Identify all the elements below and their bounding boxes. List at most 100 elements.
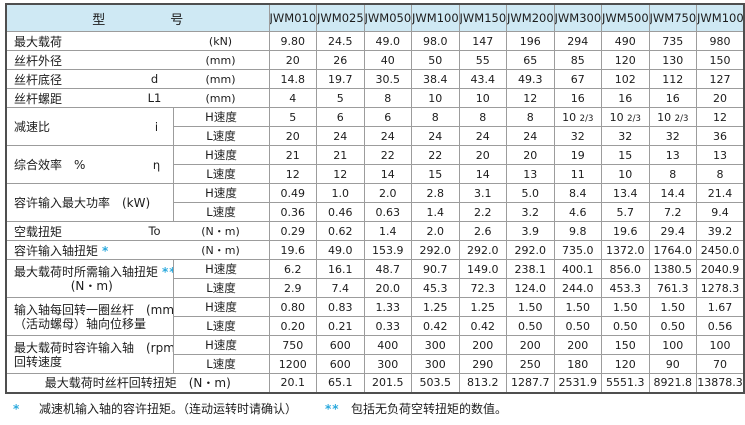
value-cell: 55 — [458, 50, 508, 70]
value-cell: 147 — [458, 31, 508, 51]
value-cell: 19 — [553, 145, 603, 165]
value-cell: 300 — [411, 335, 460, 355]
value-cell: 150 — [601, 335, 650, 355]
value-cell: 22 — [411, 145, 460, 165]
footnote-text: 减速机输入轴的容许扭矩。（连动运转时请确认） — [39, 401, 298, 416]
value-cell: 153.9 — [363, 240, 413, 260]
row-label-line1: 最大载荷时容许输入轴 (rpm) — [14, 341, 172, 355]
value-cell: 13 — [696, 145, 745, 165]
value-cell: 6.2 — [268, 259, 318, 279]
value-cell: 1.50 — [506, 297, 555, 317]
value-cell: 30.5 — [363, 69, 413, 89]
table-row: L速度 0.20 0.21 0.33 0.42 0.42 0.50 0.50 0.50 0.50 0… — [6, 316, 745, 336]
row-label-name: 最大载荷 — [14, 33, 134, 50]
row-label-cell: 最大载荷时所需输入轴扭矩**(N・m) — [5, 259, 174, 298]
value-cell: 8 — [411, 107, 460, 127]
value-cell: 120 — [601, 50, 650, 70]
column-header: JWM050 — [363, 3, 413, 32]
column-header: JWM500 — [601, 3, 650, 32]
value-cell: 102 — [601, 69, 650, 89]
value-cell: 32 — [601, 126, 650, 146]
value-cell: 19.7 — [316, 69, 365, 89]
value-cell: 0.83 — [316, 297, 365, 317]
value-cell: 149.0 — [458, 259, 508, 279]
value-cell: 490 — [601, 31, 650, 51]
value-cell: 112 — [648, 69, 698, 89]
value-cell: 1.50 — [648, 297, 698, 317]
row-label-block: 输入轴每回转一圈丝杆 (mm) （活动螺母）轴向位移量 — [7, 302, 172, 332]
value-cell: 49.3 — [506, 69, 555, 89]
row-label-line2: (N・m) — [70, 278, 113, 293]
value-cell: 0.62 — [316, 221, 365, 241]
footnote-text: 包括无负荷空转扭矩的数值。 — [351, 401, 508, 416]
value-cell: 24 — [458, 126, 508, 146]
row-label: 空载扭矩 — [14, 224, 63, 239]
value-cell: 90 — [648, 354, 698, 374]
value-cell: 200 — [458, 335, 508, 355]
value-cell: 1.4 — [411, 202, 460, 222]
row-symbol: i — [154, 119, 159, 134]
row-label-cell: 最大载荷 (kN) — [5, 31, 270, 51]
row-unit: (N・m) — [201, 225, 240, 238]
value-cell: 8 — [458, 107, 508, 127]
footnotes: * 减速机输入轴的容许扭矩。（连动运转时请确认） ** 包括无负荷空转扭矩的数值。 — [5, 402, 743, 417]
value-cell: 761.3 — [648, 278, 698, 298]
row-label-cell: 容许输入最大功率 (kW) — [5, 183, 174, 222]
value-cell: 48.7 — [363, 259, 413, 279]
value-cell: 43.4 — [458, 69, 508, 89]
value-cell: 24 — [316, 126, 365, 146]
value-cell: 127 — [696, 69, 745, 89]
value-cell: 20 — [506, 145, 555, 165]
row-label-cell: 丝杆螺距 L1 (mm) — [5, 88, 270, 108]
value-cell: 1.4 — [363, 221, 413, 241]
table-row: 最大载荷时丝杆回转扭矩 (N・m) 20.1 65.1 201.5 503.5 813.2… — [5, 373, 745, 393]
value-cell: 0.50 — [553, 316, 603, 336]
row-label-cell: 容许输入轴扭矩 * (N・m) — [5, 240, 270, 260]
value-cell: 238.1 — [506, 259, 555, 279]
value-cell: 200 — [553, 335, 603, 355]
row-label-flex: 丝杆螺距 L1 (mm) — [7, 90, 268, 107]
row-label-line1: 输入轴每回转一圈丝杆 (mm) — [14, 303, 172, 317]
table-row: 最大载荷时容许输入轴 (rpm) 回转速度 H速度 750 600 400 300 200 20… — [5, 335, 745, 374]
value-cell: 13.4 — [601, 183, 650, 203]
table-body: 最大载荷 (kN) 9.80 24.5 49.0 98.0 147 196 294 490 735 9… — [5, 31, 745, 393]
speed-cell-l: L速度 — [172, 278, 270, 298]
row-label-name: 丝杆底径 — [14, 71, 134, 88]
table-row: L速度 1200 600 300 300 290 250 180 120 90 70 — [6, 354, 745, 374]
value-cell: 9.80 — [268, 31, 318, 51]
value-cell: 98.0 — [411, 31, 460, 51]
table-row: 容许输入轴扭矩 * (N・m) 19.6 49.0 153.9 292.0 292.0 292.… — [5, 240, 745, 260]
row-label-line2: （活动螺母）轴向位移量 — [14, 316, 147, 331]
row-label: 丝杆底径 — [14, 72, 63, 87]
value-cell: 5.7 — [601, 202, 650, 222]
value-cell: 813.2 — [458, 373, 508, 393]
value-cell: 1.50 — [553, 297, 603, 317]
value-cell: 0.20 — [268, 316, 318, 336]
value-cell: 856.0 — [601, 259, 650, 279]
value-cell: 0.56 — [696, 316, 745, 336]
value-cell: 19.6 — [601, 221, 650, 241]
value-cell: 21 — [316, 145, 365, 165]
value-cell: 400.1 — [553, 259, 603, 279]
row-label-name: 容许输入轴扭矩 * — [14, 242, 134, 259]
row-label-block: 最大载荷时所需输入轴扭矩**(N・m) — [7, 264, 172, 294]
value-cell: 0.46 — [316, 202, 365, 222]
speed-cell-l: L速度 — [172, 354, 270, 374]
value-cell: 1380.5 — [648, 259, 698, 279]
value-cell: 11 — [553, 164, 603, 184]
value-cell: 14.4 — [648, 183, 698, 203]
table-row: 丝杆底径 d (mm) 14.8 19.7 30.5 38.4 43.4 49.3 67 102 11… — [5, 69, 745, 89]
value-cell: 5 — [316, 88, 365, 108]
value-cell: 65 — [506, 50, 555, 70]
row-label-cell: 丝杆外径 (mm) — [5, 50, 270, 70]
row-symbol: To — [148, 224, 161, 238]
row-label-flex: 容许输入轴扭矩 * (N・m) — [7, 242, 268, 259]
speed-cell-l: L速度 — [172, 126, 270, 146]
value-cell: 4 — [268, 88, 318, 108]
value-cell: 13 — [648, 145, 698, 165]
value-cell: 5551.3 — [601, 373, 650, 393]
fraction-suffix: 2/3 — [627, 113, 641, 124]
value-cell: 16 — [553, 88, 603, 108]
value-cell: 14.8 — [268, 69, 318, 89]
value-cell: 21 — [268, 145, 318, 165]
